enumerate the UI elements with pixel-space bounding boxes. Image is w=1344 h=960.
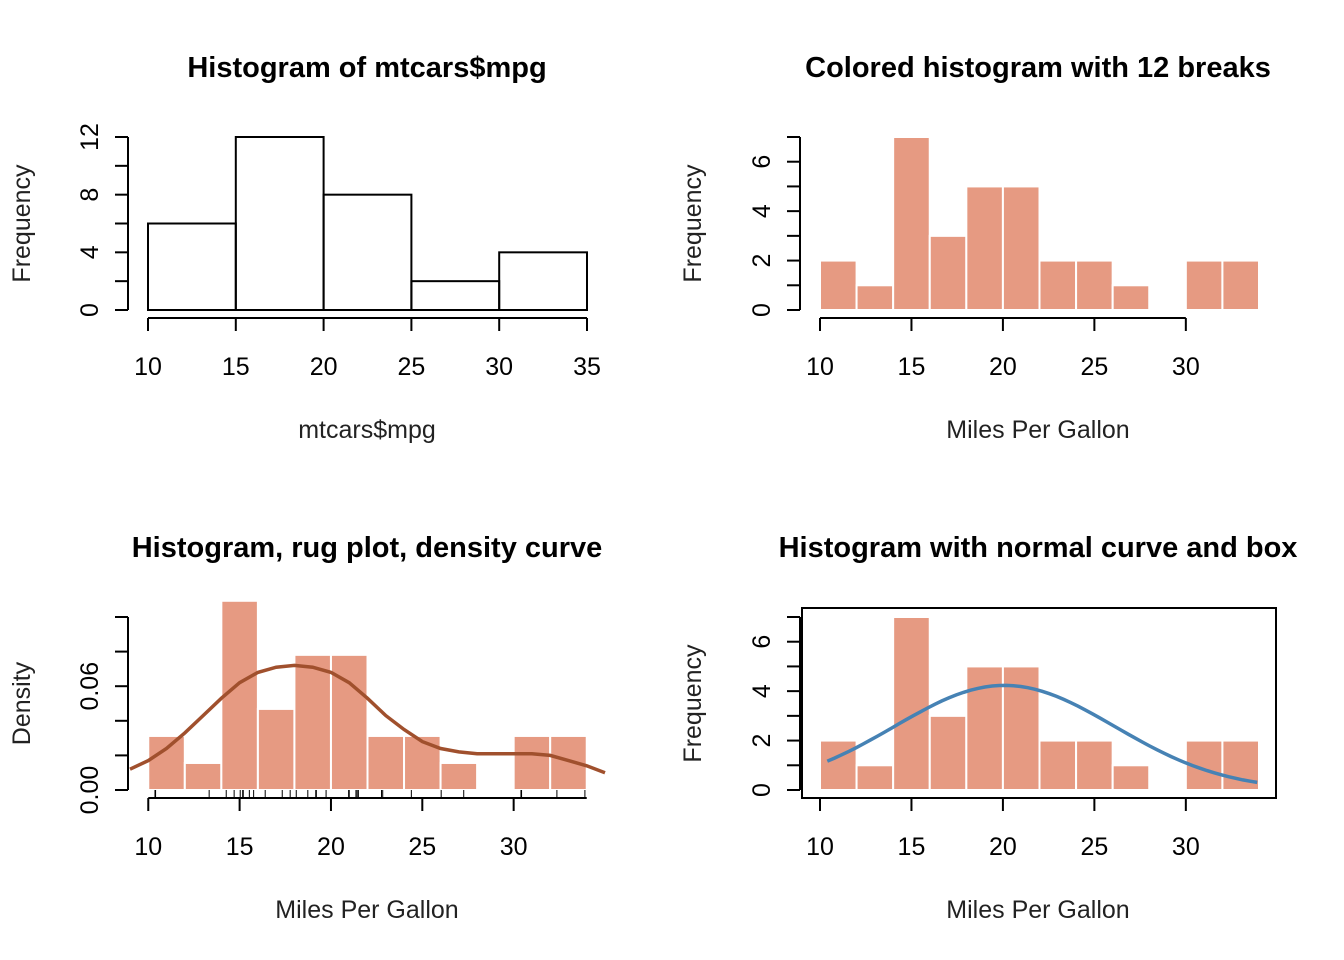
histogram-bar xyxy=(147,734,186,791)
y-tick-label: 0.00 xyxy=(76,766,104,815)
chart-panel-4: Histogram with normal curve and box Miles… xyxy=(679,532,1297,924)
y-tick-label: 0 xyxy=(76,303,104,317)
histogram-bar xyxy=(293,653,332,791)
histogram-bar xyxy=(1075,739,1114,791)
y-tick-label: 0.06 xyxy=(76,662,104,711)
histogram-bar xyxy=(366,734,406,791)
x-tick-label: 30 xyxy=(1172,833,1200,861)
chart-title: Colored histogram with 12 breaks xyxy=(805,52,1271,84)
histogram-bar xyxy=(439,761,479,791)
histogram-bar xyxy=(220,599,259,791)
plot-box xyxy=(801,607,1277,799)
x-tick-label: 25 xyxy=(397,353,425,381)
x-tick-label: 15 xyxy=(226,833,254,861)
histogram-bar xyxy=(1038,259,1078,312)
chart-title: Histogram of mtcars$mpg xyxy=(187,52,546,84)
chart-title: Histogram with normal curve and box xyxy=(779,532,1298,564)
x-tick-label: 35 xyxy=(573,353,601,381)
y-axis-label: Frequency xyxy=(679,644,707,763)
x-tick-label: 15 xyxy=(898,833,926,861)
histogram-bar xyxy=(819,739,858,791)
histogram-bar xyxy=(1038,739,1078,791)
x-tick-label: 25 xyxy=(408,833,436,861)
x-tick-label: 30 xyxy=(485,353,513,381)
chart-title: Histogram, rug plot, density curve xyxy=(132,532,603,564)
y-tick-label: 6 xyxy=(748,635,776,649)
x-tick-label: 25 xyxy=(1080,353,1108,381)
histogram-bar xyxy=(928,234,968,312)
histogram-bar xyxy=(965,185,1004,311)
histogram-bar xyxy=(1111,764,1151,791)
x-tick-label: 20 xyxy=(989,353,1017,381)
y-axis-label: Frequency xyxy=(679,164,707,283)
y-tick-label: 4 xyxy=(748,204,776,218)
histogram-bar xyxy=(855,284,895,311)
y-tick-label: 4 xyxy=(76,245,104,259)
x-tick-label: 10 xyxy=(134,353,162,381)
density-curve xyxy=(129,663,606,775)
y-axis-label: Frequency xyxy=(8,164,36,283)
histogram-bar xyxy=(1001,185,1041,311)
histogram-bar xyxy=(819,259,858,312)
x-tick-label: 10 xyxy=(134,833,162,861)
x-tick-label: 10 xyxy=(806,353,834,381)
histogram-bar xyxy=(892,136,931,311)
chart-panel-1: Histogram of mtcars$mpg mtcars$mpg Frequen… xyxy=(8,52,601,444)
histogram-bar xyxy=(322,193,413,312)
y-tick-label: 8 xyxy=(76,188,104,202)
y-tick-label: 4 xyxy=(748,684,776,698)
y-tick-label: 0 xyxy=(748,303,776,317)
histogram-bar xyxy=(403,734,442,791)
chart-panel-2: Colored histogram with 12 breaks Miles Pe… xyxy=(679,52,1271,444)
y-tick-label: 2 xyxy=(748,734,776,748)
x-tick-label: 30 xyxy=(1172,353,1200,381)
y-tick-label: 0 xyxy=(748,783,776,797)
x-tick-label: 20 xyxy=(310,353,338,381)
histogram-bar xyxy=(410,280,501,311)
y-tick-label: 12 xyxy=(76,123,104,151)
y-tick-label: 2 xyxy=(748,254,776,268)
histogram-bar xyxy=(1111,284,1151,311)
histogram-bar xyxy=(234,136,325,311)
x-tick-label: 15 xyxy=(222,353,250,381)
x-axis-label: mtcars$mpg xyxy=(298,416,436,444)
histogram-bar xyxy=(498,251,589,311)
histogram-bar xyxy=(1075,259,1114,312)
x-axis-label: Miles Per Gallon xyxy=(946,896,1129,924)
x-tick-label: 15 xyxy=(898,353,926,381)
x-tick-label: 25 xyxy=(1080,833,1108,861)
histogram-bar xyxy=(892,616,931,791)
histogram-bar xyxy=(1221,259,1260,312)
histogram-bar xyxy=(183,761,223,791)
histogram-bar xyxy=(928,714,968,791)
x-axis-label: Miles Per Gallon xyxy=(946,416,1129,444)
y-tick-label: 6 xyxy=(748,155,776,169)
x-axis-label: Miles Per Gallon xyxy=(275,896,458,924)
x-tick-label: 20 xyxy=(989,833,1017,861)
histogram-bar xyxy=(147,222,237,311)
histogram-bar xyxy=(855,764,895,791)
x-tick-label: 30 xyxy=(500,833,528,861)
chart-panel-3: Histogram, rug plot, density curve Miles … xyxy=(8,532,606,924)
x-tick-label: 20 xyxy=(317,833,345,861)
y-axis-label: Density xyxy=(8,661,36,745)
histogram-bar xyxy=(512,734,552,791)
histogram-bar xyxy=(1184,259,1224,312)
histogram-bar xyxy=(256,707,296,791)
x-tick-label: 10 xyxy=(806,833,834,861)
normal-curve xyxy=(826,683,1258,785)
